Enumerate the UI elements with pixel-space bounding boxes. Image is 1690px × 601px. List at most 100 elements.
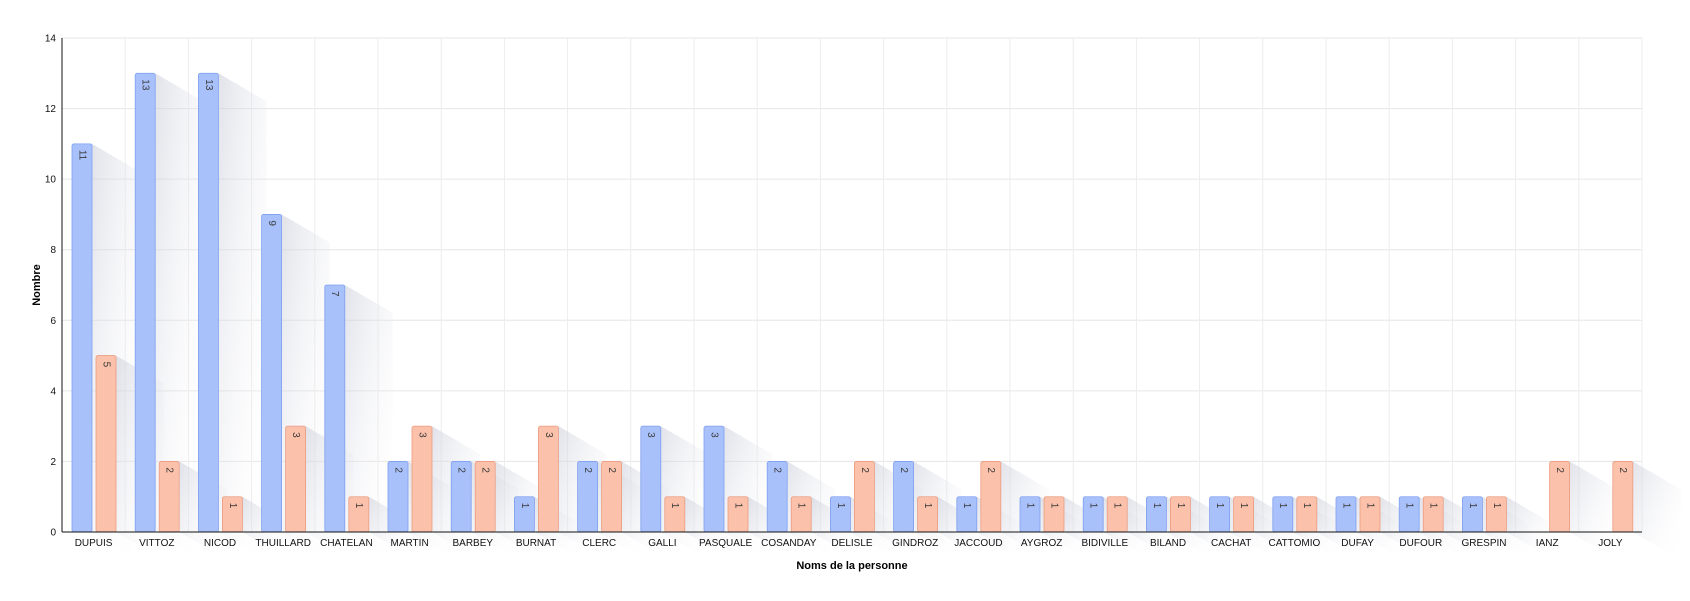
bar-shadow [1506,496,1555,560]
bar-value-label: 2 [1554,467,1565,473]
bar-value-label: 2 [772,467,783,473]
y-tick-label: 6 [50,316,56,327]
x-tick-label: GRESPIN [1461,538,1506,549]
bar-value-label: 1 [1428,503,1439,509]
x-axis-title: Noms de la personne [796,560,907,572]
bar-value-label: 1 [353,503,364,509]
bar-shadow [344,285,393,560]
bar-value-label: 1 [732,503,743,509]
x-tick-label: BURNAT [516,538,556,549]
bar-value-label: 2 [859,467,870,473]
bar-value-label: 1 [519,503,530,509]
bar-2-martin[interactable] [411,425,433,533]
bar-value-label: 1 [1175,503,1186,509]
bar-value-label: 1 [1151,503,1162,509]
bar-1-pasquale[interactable] [703,425,725,533]
x-tick-label: PASQUALE [699,538,752,549]
x-tick-label: NICOD [204,538,236,549]
bar-value-label: 1 [922,503,933,509]
bar-value-label: 11 [76,150,87,161]
bar-value-label: 1 [835,503,846,509]
bar-value-label: 2 [480,467,491,473]
bar-value-label: 13 [140,79,151,91]
bar-value-label: 3 [290,432,301,438]
x-tick-label: MARTIN [391,538,429,549]
bar-shadow [1569,461,1618,560]
bar-value-label: 1 [1238,503,1249,509]
bar-value-label: 1 [1340,503,1351,509]
bar-value-label: 1 [1364,503,1375,509]
y-tick-label: 2 [50,457,56,468]
bar-shadow [218,73,267,561]
x-tick-label: BIDIVILLE [1081,538,1128,549]
bar-1-thuillard[interactable] [261,214,283,533]
bar-value-label: 5 [100,362,111,368]
bar-value-label: 1 [1301,503,1312,509]
bar-value-label: 1 [961,503,972,509]
bar-shadow [1632,461,1681,560]
bar-value-label: 1 [1491,503,1502,509]
y-tick-label: 10 [45,175,57,186]
x-tick-label: IANZ [1536,538,1559,549]
y-tick-label: 0 [50,528,56,539]
x-tick-label: JOLY [1598,538,1623,549]
bar-value-label: 1 [227,503,238,509]
x-tick-label: THUILLARD [255,538,311,549]
bar-value-label: 1 [1024,503,1035,509]
x-tick-label: AYGROZ [1021,538,1062,549]
bar-value-label: 3 [708,432,719,438]
x-tick-label: VITTOZ [139,538,174,549]
bar-value-label: 1 [1277,503,1288,509]
y-tick-label: 8 [50,245,56,256]
bar-value-label: 7 [329,291,340,297]
bar-value-label: 1 [1112,503,1123,509]
bar-value-label: 3 [645,432,656,438]
x-tick-label: JACCOUD [954,538,1002,549]
bar-value-label: 1 [1088,503,1099,509]
bar-value-label: 1 [796,503,807,509]
x-tick-label: CATTOMIO [1268,538,1320,549]
bar-1-galli[interactable] [640,425,662,533]
y-axis-title: Nombre [31,264,43,306]
bar-value-label: 2 [392,467,403,473]
bar-value-label: 2 [456,467,467,473]
bar-1-vittoz[interactable] [134,72,156,533]
bar-value-label: 2 [898,467,909,473]
x-tick-label: CHATELAN [320,538,373,549]
x-tick-label: COSANDAY [761,538,817,549]
bar-1-dupuis[interactable] [71,143,93,533]
x-tick-label: DUFAY [1341,538,1374,549]
bar-1-chatelan[interactable] [324,284,346,533]
bar-value-label: 9 [266,220,277,226]
x-tick-label: BILAND [1150,538,1186,549]
bar-value-label: 3 [416,432,427,438]
bar-2-dupuis[interactable] [95,355,117,533]
bar-2-burnat[interactable] [538,425,559,533]
x-tick-label: DELISLE [831,538,872,549]
y-tick-label: 4 [50,386,56,397]
bar-1-nicod[interactable] [197,72,219,533]
bar-value-label: 3 [543,432,554,438]
bar-value-label: 1 [669,503,680,509]
x-tick-label: CACHAT [1211,538,1251,549]
bar-value-label: 2 [606,467,617,473]
bar-value-label: 2 [164,467,175,473]
x-tick-label: GINDROZ [892,538,938,549]
x-tick-label: CLERC [582,538,616,549]
bar-value-label: 1 [1404,503,1415,509]
bar-value-label: 1 [1467,503,1478,509]
y-tick-label: 14 [45,34,57,45]
bar-shadow [155,73,204,561]
bar-value-label: 1 [1214,503,1225,509]
bar-value-label: 2 [582,467,593,473]
y-tick-label: 12 [45,104,57,115]
x-tick-label: GALLI [648,538,676,549]
bar-2-thuillard[interactable] [285,425,307,533]
bar-value-label: 13 [203,79,214,91]
x-tick-label: DUFOUR [1399,538,1442,549]
bar-value-label: 2 [1617,467,1628,473]
x-tick-label: BARBEY [453,538,494,549]
x-tick-label: DUPUIS [75,538,113,549]
